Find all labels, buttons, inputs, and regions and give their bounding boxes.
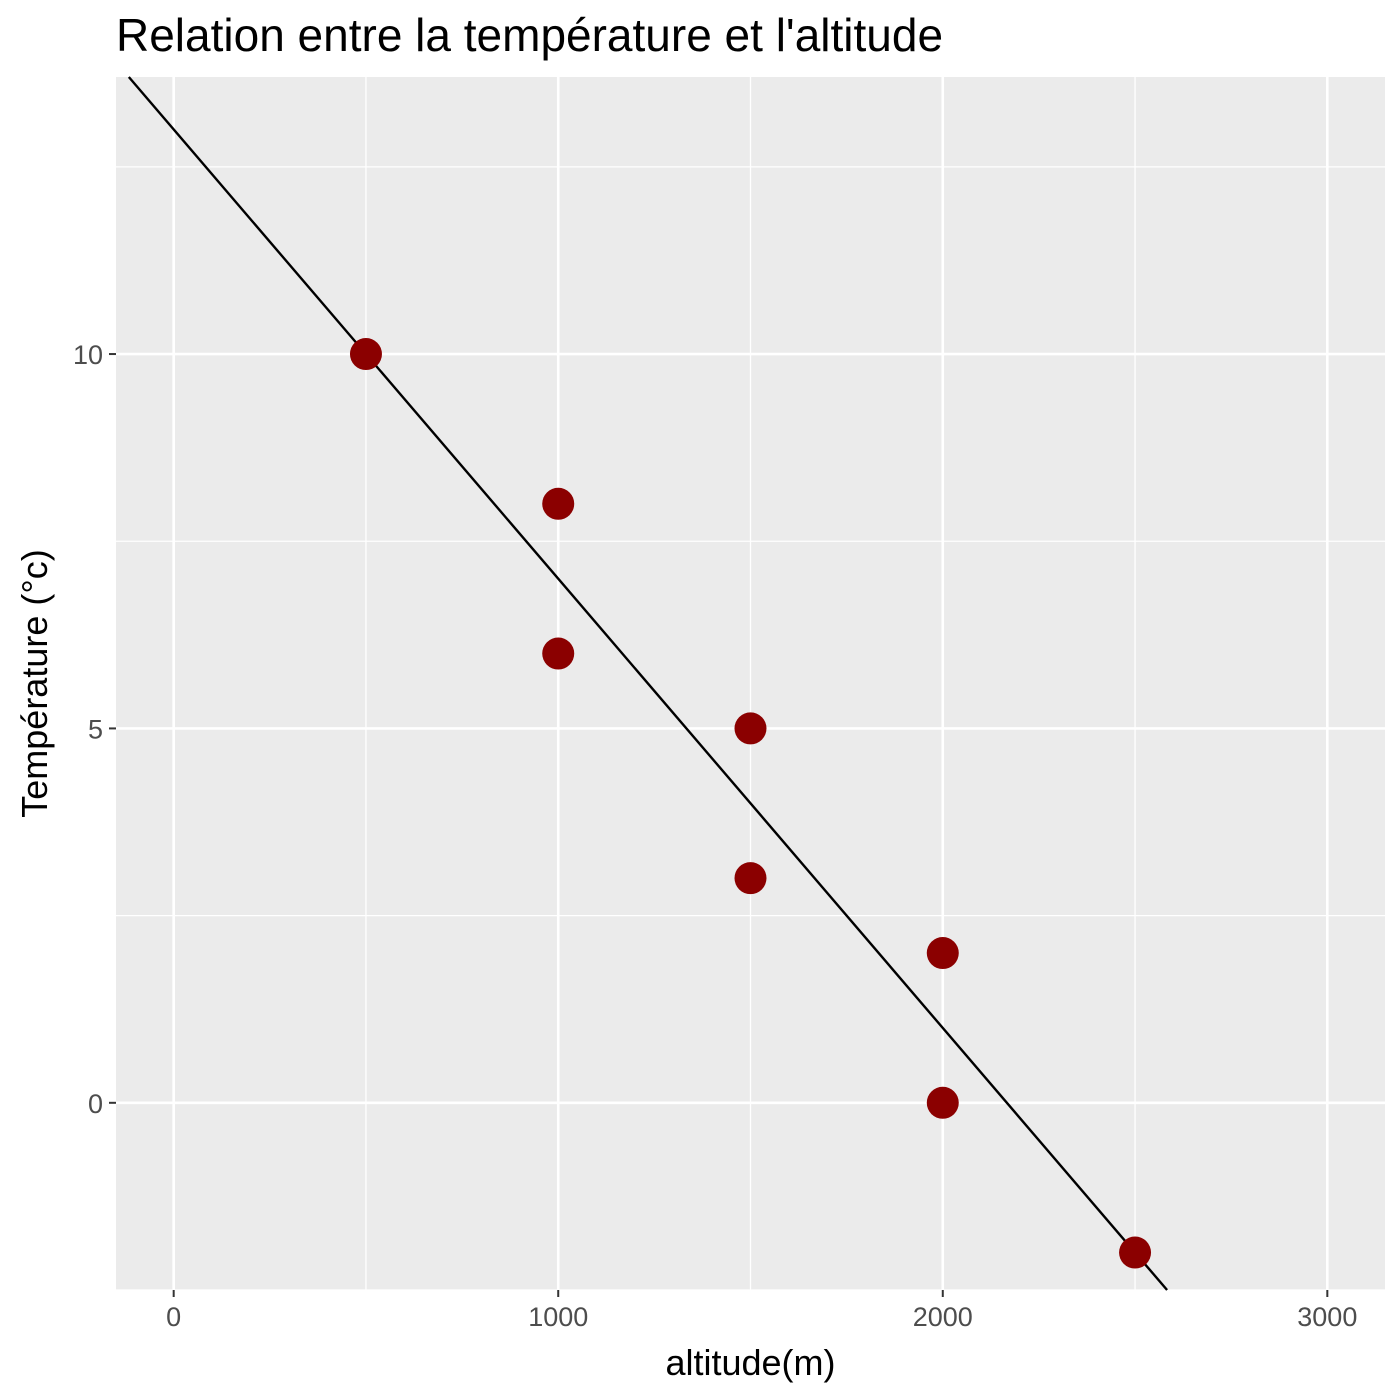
x-tick-label: 3000: [1297, 1302, 1357, 1332]
data-point: [542, 637, 575, 670]
y-axis: 0 5 10: [73, 340, 116, 1119]
x-axis-title: altitude(m): [665, 1342, 835, 1383]
major-gridlines: [116, 77, 1385, 1290]
data-point: [734, 862, 767, 895]
x-tick-label: 1000: [528, 1302, 588, 1332]
x-axis: 0 1000 2000 3000: [166, 1290, 1357, 1332]
chart-title: Relation entre la température et l'altit…: [116, 9, 944, 61]
y-tick-label: 10: [73, 340, 103, 370]
minor-gridlines: [116, 77, 1385, 1291]
data-point: [734, 712, 767, 745]
data-point: [926, 1086, 959, 1119]
data-point: [1119, 1236, 1152, 1269]
y-tick-label: 5: [88, 714, 103, 744]
regression-line-layer: [127, 76, 1169, 1291]
data-points: [349, 338, 1152, 1269]
regression-line: [127, 76, 1169, 1291]
x-tick-label: 0: [166, 1302, 181, 1332]
y-tick-label: 0: [88, 1089, 103, 1119]
x-tick-label: 2000: [913, 1302, 973, 1332]
data-point: [926, 937, 959, 970]
data-point: [349, 338, 382, 371]
data-point: [542, 487, 575, 520]
y-axis-title: Température (°c): [14, 549, 55, 817]
